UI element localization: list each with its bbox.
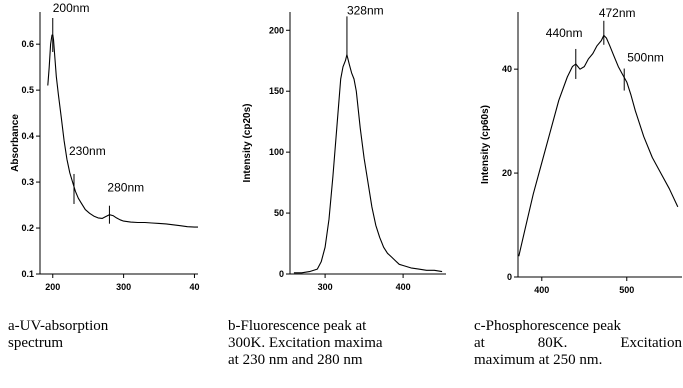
caption-b-line-2: 300K. Excitation maxima [228, 335, 383, 351]
annotation-label: 230nm [69, 144, 106, 158]
x-tick-label: 40 [189, 282, 199, 292]
uv-absorption-chart: 0.1 0.2 0.3 0.4 0.5 0.6 200 300 40 Absorbance 200n… [10, 1, 199, 292]
caption-a-line-1: a-UV-absorption [8, 318, 109, 334]
caption-a: a-UV-absorption spectrum [8, 318, 188, 352]
phosphorescence-chart: 0 20 40 400 500 Intensity (cp60s) 440nm 472nm 50… [480, 6, 682, 295]
fluorescence-chart: 0 50 100 150 200 300 400 Intensity (cp20s) 328nm [242, 3, 446, 292]
series-line [518, 34, 679, 257]
caption-c-word-at: at [474, 335, 485, 351]
x-tick-label: 400 [534, 285, 549, 295]
caption-c: c-Phosphorescence peak at 80K. Excitatio… [474, 318, 682, 369]
y-axis-title: Intensity (cp20s) [242, 104, 253, 183]
y-tick-label: 50 [274, 208, 284, 218]
caption-b-line-3: at 230 nm and 280 nm [228, 352, 363, 368]
caption-c-word-excitation: Excitation [620, 335, 682, 351]
caption-c-line-2: at 80K. Excitation [474, 335, 682, 352]
x-tick-label: 400 [396, 282, 411, 292]
caption-b: b-Fluorescence peak at 300K. Excitation … [228, 318, 450, 369]
y-tick-label: 0.6 [21, 39, 34, 49]
x-tick-label: 500 [619, 285, 634, 295]
annotation-label: 500nm [627, 51, 664, 65]
y-tick-label: 20 [502, 168, 512, 178]
x-tick-label: 200 [45, 282, 60, 292]
y-tick-label: 0.5 [21, 85, 34, 95]
annotation-label: 440nm [546, 26, 583, 40]
annotation-label: 280nm [107, 181, 144, 195]
y-axis-title: Intensity (cp60s) [480, 105, 491, 184]
y-tick-label: 0 [507, 272, 512, 282]
y-tick-label: 0.2 [21, 223, 34, 233]
y-axis-title: Absorbance [10, 114, 21, 172]
y-tick-label: 0 [279, 269, 284, 279]
y-tick-label: 100 [269, 147, 284, 157]
annotation-label: 328nm [347, 3, 384, 17]
x-tick-label: 300 [318, 282, 333, 292]
series-line [293, 54, 443, 274]
caption-c-word-temp: 80K. [537, 335, 568, 351]
caption-b-line-1: b-Fluorescence peak at [228, 318, 367, 334]
annotation-label: 472nm [599, 6, 636, 20]
y-tick-label: 0.4 [21, 131, 34, 141]
y-tick-label: 0.1 [21, 269, 34, 279]
y-tick-label: 40 [502, 64, 512, 74]
caption-a-line-2: spectrum [8, 335, 63, 351]
y-tick-label: 200 [269, 25, 284, 35]
annotation-label: 200nm [53, 1, 90, 15]
x-tick-label: 300 [116, 282, 131, 292]
caption-c-line-1: c-Phosphorescence peak [474, 318, 622, 334]
y-tick-label: 0.3 [21, 177, 34, 187]
y-tick-label: 150 [269, 86, 284, 96]
caption-c-line-3: maximum at 250 nm. [474, 352, 603, 368]
series-line [47, 34, 198, 228]
